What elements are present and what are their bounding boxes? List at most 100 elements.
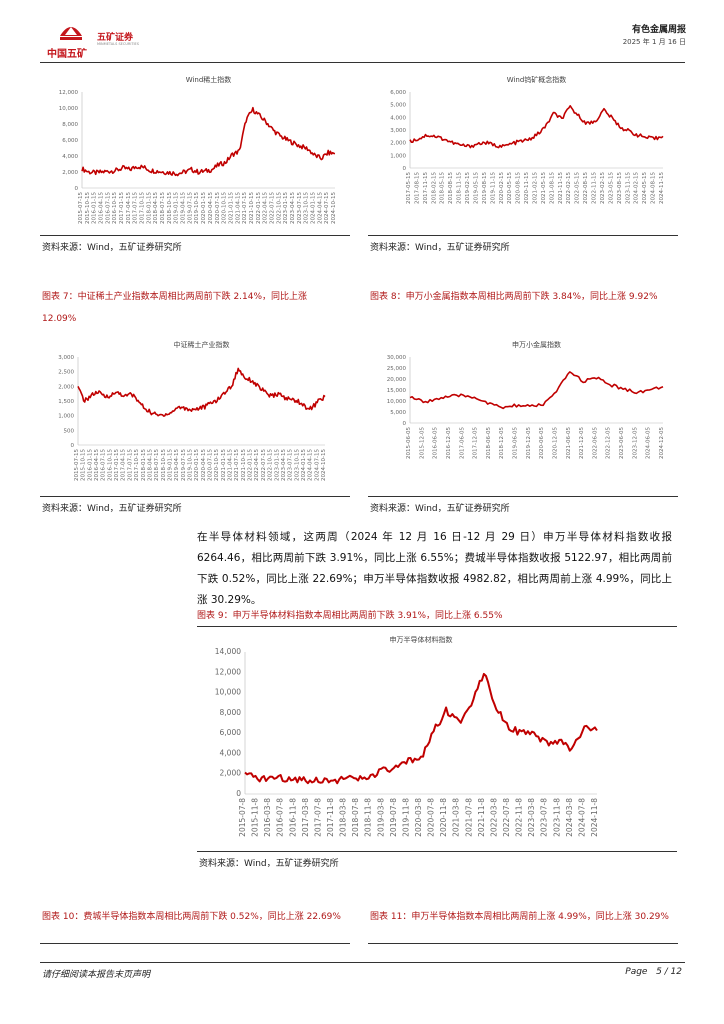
footer-page: Page 5 / 12 — [625, 967, 682, 977]
x-tick-label: 2020-07-15 — [215, 192, 221, 224]
x-tick-label: 2019-11-15 — [490, 172, 496, 204]
x-tick-label: 2024-06-05 — [646, 427, 652, 459]
x-tick-label: 2018-11-8 — [364, 798, 373, 837]
x-tick-label: 2024-01-15 — [301, 449, 307, 481]
x-tick-label: 2022-07-15 — [269, 192, 275, 224]
y-tick-label: 1,000 — [390, 153, 406, 159]
figure-caption-7: 图表 7：中证稀土产业指数本周相比两周前下跌 2.14%，同比上涨 12.09% — [42, 292, 308, 324]
x-tick-label: 2016-01-15 — [92, 192, 98, 224]
y-tick-label: 500 — [64, 428, 75, 434]
x-tick-label: 2016-10-15 — [107, 449, 113, 481]
x-tick-label: 2020-02-15 — [499, 172, 505, 204]
x-tick-label: 2020-11-8 — [439, 798, 448, 837]
x-tick-label: 2023-08-15 — [617, 172, 623, 204]
y-tick-label: 4,000 — [220, 748, 242, 757]
x-tick-label: 2023-02-15 — [600, 172, 606, 204]
x-tick-label: 2022-06-05 — [592, 427, 598, 459]
x-tick-label: 2022-07-8 — [502, 798, 511, 837]
divider — [40, 235, 350, 236]
y-tick-label: 5,000 — [390, 103, 406, 109]
y-tick-label: 8,000 — [62, 122, 78, 128]
x-tick-label: 2016-10-15 — [112, 192, 118, 224]
y-tick-label: 0 — [403, 421, 407, 427]
x-tick-label: 2019-02-15 — [465, 172, 471, 204]
x-tick-label: 2015-11-8 — [251, 798, 260, 837]
source-note: 资料来源：Wind，五矿证券研究所 — [199, 859, 339, 869]
x-tick-label: 2018-10-15 — [167, 192, 173, 224]
y-tick-label: 0 — [71, 443, 75, 449]
page-number: 5 / 12 — [656, 967, 682, 977]
x-tick-label: 2019-07-8 — [389, 798, 398, 837]
y-tick-label: 4,000 — [62, 154, 78, 160]
y-tick-label: 6,000 — [220, 728, 242, 737]
divider — [197, 626, 677, 627]
x-tick-label: 2022-11-8 — [515, 798, 524, 837]
y-tick-label: 14,000 — [215, 647, 241, 656]
x-tick-label: 2021-01-15 — [228, 192, 234, 224]
x-tick-label: 2024-07-15 — [324, 192, 330, 224]
x-tick-label: 2020-10-15 — [222, 192, 228, 224]
brand-name-en: MINMETALS SECURITIES — [97, 42, 139, 46]
x-tick-label: 2019-10-15 — [194, 192, 200, 224]
semiconductor-paragraph: 在半导体材料领域，这两周（2024 年 12 月 16 日-12 月 29 日）… — [197, 531, 672, 606]
x-tick-label: 2016-07-15 — [105, 192, 111, 224]
y-tick-label: 4,000 — [390, 115, 406, 121]
y-tick-label: 1,000 — [58, 414, 74, 420]
x-tick-label: 2020-04-15 — [208, 192, 214, 224]
chart-title: Wind钨矿概念指数 — [507, 75, 567, 84]
x-tick-label: 2016-04-15 — [94, 449, 100, 481]
figure-caption-11: 图表 11：申万半导体指数本周相比两周前上涨 4.99%，同比上涨 30.29% — [370, 912, 669, 922]
source-note: 资料来源：Wind，五矿证券研究所 — [42, 243, 182, 253]
x-tick-label: 2023-10-15 — [304, 192, 310, 224]
x-tick-label: 2022-10-15 — [276, 192, 282, 224]
divider — [368, 235, 678, 236]
x-tick-label: 2017-01-15 — [114, 449, 120, 481]
x-tick-label: 2022-05-15 — [575, 172, 581, 204]
x-tick-label: 2018-06-05 — [486, 427, 492, 459]
x-tick-label: 2021-04-15 — [228, 449, 234, 481]
x-tick-label: 2020-01-15 — [194, 449, 200, 481]
y-tick-label: 10,000 — [215, 688, 241, 697]
x-tick-label: 2021-07-15 — [234, 449, 240, 481]
x-tick-label: 2021-12-05 — [579, 427, 585, 459]
x-tick-label: 2022-02-15 — [566, 172, 572, 204]
x-tick-label: 2015-10-15 — [85, 192, 91, 224]
x-tick-label: 2016-04-15 — [99, 192, 105, 224]
x-tick-label: 2021-04-15 — [235, 192, 241, 224]
y-tick-label: 2,000 — [58, 384, 74, 390]
series-line — [77, 367, 326, 417]
x-tick-label: 2024-03-8 — [565, 798, 574, 837]
footer-disclaimer: 请仔细阅读本报告末页声明 — [42, 970, 151, 980]
x-tick-label: 2017-11-8 — [326, 798, 335, 837]
x-tick-label: 2023-01-15 — [274, 449, 280, 481]
x-tick-label: 2021-07-8 — [464, 798, 473, 837]
brand-name: 五矿证券 — [97, 33, 134, 43]
x-tick-label: 2017-04-15 — [126, 192, 132, 224]
x-tick-label: 2021-07-15 — [242, 192, 248, 224]
series-line — [244, 672, 598, 785]
divider — [40, 943, 350, 944]
x-tick-label: 2022-04-15 — [254, 449, 260, 481]
y-tick-label: 3,000 — [58, 355, 74, 361]
x-tick-label: 2017-05-15 — [406, 172, 412, 204]
x-tick-label: 2015-06-05 — [406, 427, 412, 459]
x-tick-label: 2021-01-15 — [221, 449, 227, 481]
x-tick-label: 2021-11-8 — [477, 798, 486, 837]
y-tick-label: 3,000 — [390, 128, 406, 134]
y-tick-label: 12,000 — [215, 667, 241, 676]
page-label: Page — [625, 967, 648, 977]
x-tick-label: 2019-01-15 — [174, 192, 180, 224]
x-tick-label: 2023-04-15 — [290, 192, 296, 224]
x-tick-label: 2019-07-15 — [187, 192, 193, 224]
header-divider — [40, 62, 685, 63]
x-tick-label: 2019-08-15 — [482, 172, 488, 204]
x-tick-label: 2024-10-15 — [321, 449, 327, 481]
x-tick-label: 2020-05-15 — [507, 172, 513, 204]
chart-sw-minor-metals: 申万小金属指数 30,000 25,000 20,000 15,000 10,000 5,0… — [387, 340, 665, 459]
x-tick-label: 2016-11-8 — [288, 798, 297, 837]
x-tick-label: 2018-04-15 — [147, 449, 153, 481]
x-tick-label: 2020-10-15 — [214, 449, 220, 481]
x-tick-label: 2024-07-8 — [577, 798, 586, 837]
x-tick-label: 2018-03-8 — [339, 798, 348, 837]
x-tick-label: 2022-12-05 — [606, 427, 612, 459]
